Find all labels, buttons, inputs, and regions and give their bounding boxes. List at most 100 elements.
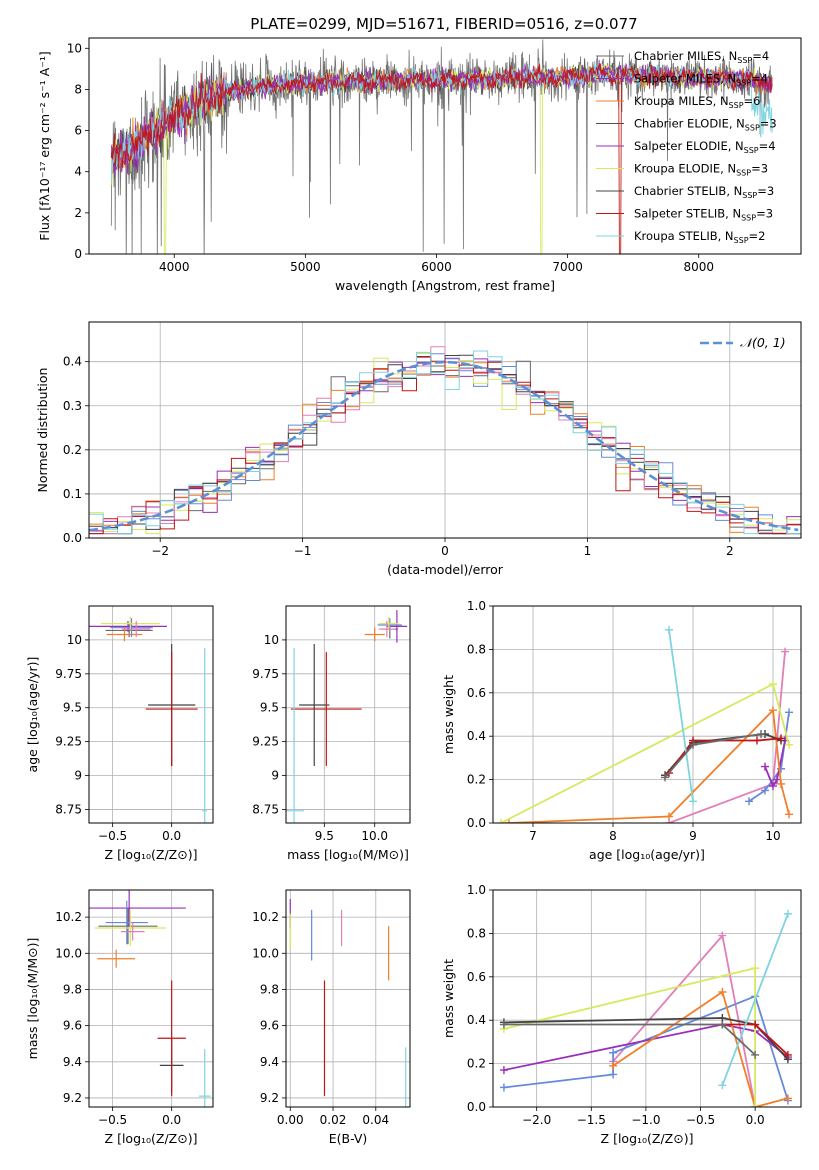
axes-frame [88, 605, 214, 824]
weight-point [505, 819, 513, 823]
mass-vs-z-panel: −0.5 0.0 9.2 9.4 9.6 9.8 10.0 10.2 Z [log₁₀(Z/Z⊙… [25, 889, 214, 1146]
x-tick-label: −0.5 [98, 1113, 127, 1127]
legend-entry: Chabrier ELODIE, NSSP=3 [634, 117, 777, 133]
y-axis-label: mass weight [441, 675, 456, 754]
weight-point [761, 786, 769, 795]
y-tick-label: 1.0 [467, 883, 486, 897]
weight-point [718, 1081, 727, 1090]
legend-entry: Kroupa ELODIE, NSSP=3 [634, 162, 768, 178]
weight-point [757, 730, 765, 739]
weight-point [609, 1070, 618, 1079]
x-tick-label: 6000 [421, 260, 452, 274]
x-tick-label: 0.0 [162, 829, 181, 843]
weight-point [777, 734, 785, 743]
legend-entry: Chabrier STELIB, NSSP=3 [634, 184, 774, 200]
y-tick-label: 0.1 [63, 487, 82, 501]
legend-entry: Kroupa STELIB, NSSP=2 [634, 229, 765, 245]
ticks: −0.5 0.0 9.2 9.4 9.6 9.8 10.0 10.2 [55, 910, 181, 1127]
legend-entry-sub: SSP [742, 191, 757, 200]
x-tick-label: −0.5 [98, 829, 127, 843]
weight-point [661, 773, 669, 782]
weight-series-line [764, 740, 786, 787]
x-tick-label: 5000 [290, 260, 321, 274]
legend: Chabrier MILES, N SSP =4 Salpeter MILES, NS… [596, 49, 777, 245]
x-tick-label: 9.5 [315, 829, 334, 843]
weight-series-line [721, 913, 789, 1086]
age-vs-mass-panel: 9.5 10.0 8.75 9 9.25 9.5 9.75 10 mass [log₁₀(M/M… [252, 605, 411, 862]
y-tick-label: 6 [74, 124, 82, 138]
x-tick-label: 0.04 [362, 1113, 389, 1127]
legend-entry-end: =6 [744, 94, 761, 108]
x-tick-label: 0.0 [162, 1113, 181, 1127]
x-tick-label: 0.0 [746, 1113, 765, 1127]
legend-entry-sub: SSP [744, 146, 759, 155]
legend-entry-sub: SSP [741, 214, 756, 223]
weight-point [745, 797, 753, 806]
spectrum-series-line [110, 63, 773, 254]
plot-area [89, 606, 213, 823]
y-tick-label: 9.8 [260, 982, 279, 996]
y-tick-label: 0.8 [467, 926, 486, 940]
histogram-series [89, 346, 801, 535]
y-tick-label: 0.8 [467, 642, 486, 656]
legend-entry-base: Chabrier MILES, N [634, 49, 737, 63]
x-tick-label: 7 [529, 829, 537, 843]
y-tick-label: 10.0 [55, 946, 82, 960]
legend-entry-sub: SSP [736, 79, 751, 88]
y-tick-label: 9.5 [63, 701, 82, 715]
figure-title: PLATE=0299, MJD=51671, FIBERID=0516, z=0… [250, 15, 637, 33]
ticks: −0.5 0.0 8.75 9 9.25 9.5 9.75 10 [55, 633, 181, 843]
y-axis-label: age [log₁₀(age/yr)] [25, 657, 40, 773]
y-tick-label: 10 [67, 633, 82, 647]
legend-entry-base: Chabrier ELODIE, N [634, 117, 745, 131]
plot-area [286, 890, 410, 1107]
y-tick-label: 0.4 [63, 355, 82, 369]
weight-point [689, 740, 697, 749]
marks [89, 890, 211, 1107]
x-tick-label: 8 [609, 829, 617, 843]
marks [110, 39, 773, 254]
x-tick-label: −1.5 [577, 1113, 606, 1127]
axes-frame [88, 37, 802, 255]
x-axis-label: mass [log₁₀(M/M⊙)] [287, 847, 409, 862]
weight-point [769, 782, 777, 791]
x-tick-label: 8000 [683, 260, 714, 274]
y-tick-label: 9.4 [260, 1055, 279, 1069]
ticks: 4000 5000 6000 7000 8000 0 2 4 6 8 10 [67, 41, 714, 274]
y-tick-label: 9.25 [55, 735, 82, 749]
y-tick-label: 9.75 [252, 667, 279, 681]
marks [89, 616, 208, 823]
marks [89, 346, 801, 535]
weight-point [499, 1083, 508, 1092]
histogram-series [89, 356, 801, 535]
y-axis-label: Normed distribution [35, 368, 50, 493]
legend-entry-end: =4 [752, 49, 769, 63]
y-axis-label: Flux [fλ10⁻¹⁷ erg cm⁻² s⁻¹ A⁻¹] [37, 51, 52, 240]
weight-point [751, 1103, 760, 1107]
weight-point [783, 1050, 792, 1059]
y-tick-label: 0.2 [467, 773, 486, 787]
weight-point [609, 1048, 618, 1057]
x-tick-label: 10.0 [361, 829, 388, 843]
weight-point [718, 1020, 727, 1029]
y-tick-label: 9 [74, 769, 82, 783]
weight-point [781, 647, 789, 656]
weight-point [761, 762, 769, 771]
weight-series-line [668, 629, 694, 802]
grid [286, 890, 410, 1107]
legend-entry: Kroupa MILES, NSSP=6 [634, 94, 760, 110]
legend-entry: Salpeter STELIB, NSSP=3 [634, 207, 773, 223]
weight-point [718, 931, 727, 940]
legend-entry-base: Salpeter STELIB, N [634, 207, 741, 221]
weight-point [718, 987, 727, 996]
y-axis-label: mass weight [441, 959, 456, 1038]
legend-entry-base: Kroupa ELODIE, N [634, 162, 736, 176]
y-tick-label: 9.6 [260, 1019, 279, 1033]
y-tick-label: 9.25 [252, 735, 279, 749]
weight-point [665, 812, 673, 821]
weight-point [783, 1094, 792, 1103]
weight-point [751, 1020, 760, 1029]
legend-entry: Salpeter MILES, NSSP=4 [634, 72, 768, 88]
legend-entry-sub: SSP [736, 169, 751, 178]
